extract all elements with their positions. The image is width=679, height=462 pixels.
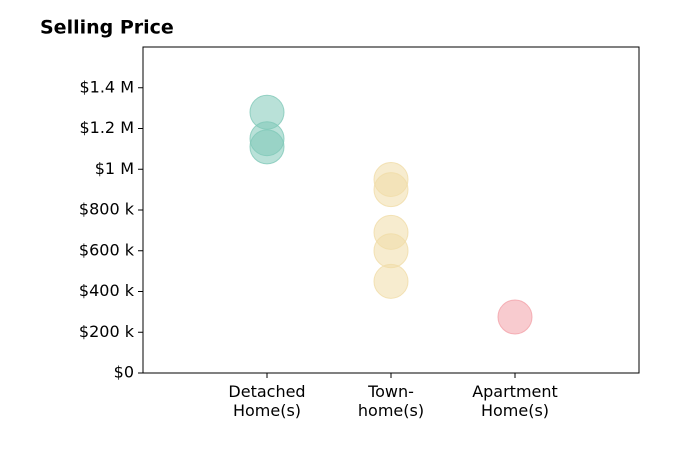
point [373,263,409,299]
y-tick-label: $200 k [79,322,135,341]
point [373,233,409,269]
point [373,172,409,208]
x-tick-label: Apartment Home(s) [472,382,558,420]
y-tick-label: $400 k [79,281,135,300]
point [249,129,285,165]
plot-frame [142,46,640,374]
y-tick-label: $800 k [79,200,135,219]
point [497,299,533,335]
y-tick-label: $1 M [95,159,134,178]
x-tick-label: Detached Home(s) [228,382,305,420]
y-tick-label: $600 k [79,240,135,259]
chart-title: Selling Price [40,17,174,39]
y-tick-label: $0 [114,363,134,382]
y-tick-label: $1.2 M [79,118,134,137]
y-tick-label: $1.4 M [79,77,134,96]
x-tick-label: Town-home(s) [358,382,424,420]
